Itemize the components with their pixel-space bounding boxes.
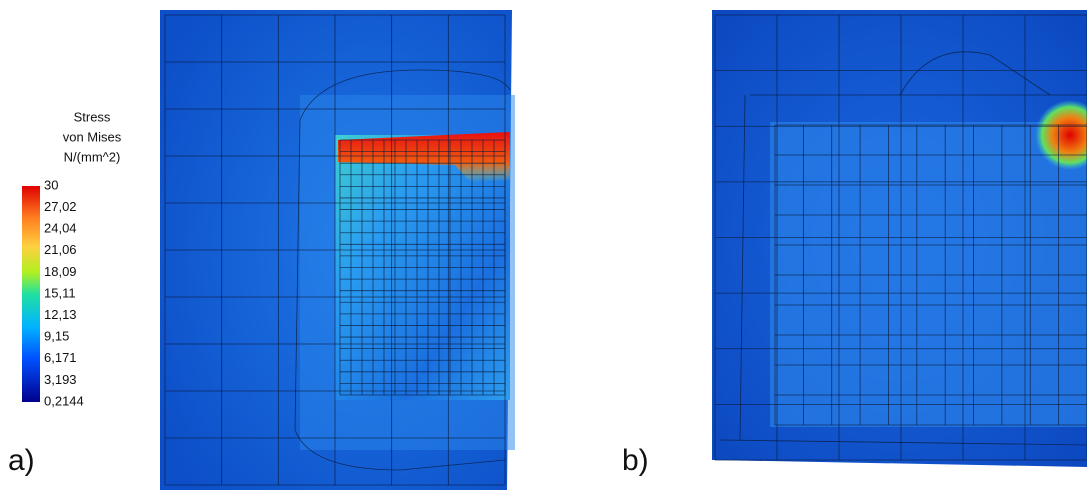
legend-title: N/(mm^2)	[64, 149, 121, 164]
legend-title: Stress	[74, 109, 111, 124]
legend-tick-label: 18,09	[44, 264, 77, 279]
legend-tick-label: 21,06	[44, 242, 77, 257]
legend-tick-label: 27,02	[44, 199, 77, 214]
legend-tick-label: 30	[44, 177, 58, 192]
legend-tick-label: 0,2144	[44, 393, 84, 408]
legend-tick-label: 6,171	[44, 350, 77, 365]
legend-tick-label: 3,193	[44, 372, 77, 387]
legend-title: von Mises	[63, 129, 122, 144]
legend-tick-label: 24,04	[44, 221, 77, 236]
fem-region	[770, 122, 1087, 427]
legend-tick-label: 9,15	[44, 329, 69, 344]
panel-label: a)	[8, 444, 35, 477]
panel-label: b)	[622, 444, 649, 477]
figure: Stress von Mises N/(mm^2) 30 27,02 24,04 21…	[0, 0, 1087, 491]
legend-tick-label: 12,13	[44, 307, 77, 322]
legend-tick-label: 15,11	[44, 285, 76, 300]
color-bar	[22, 186, 40, 402]
